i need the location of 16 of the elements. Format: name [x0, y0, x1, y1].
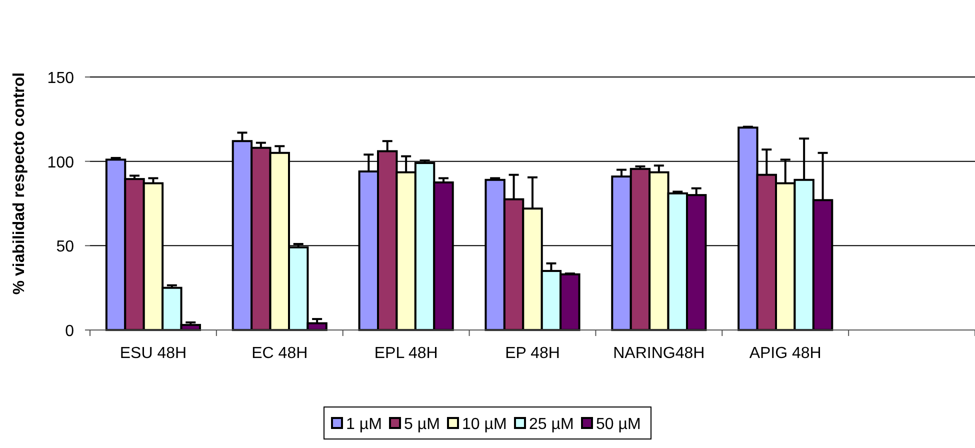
x-tick-label: EP 48H — [505, 345, 560, 362]
legend-label: 5 µM — [404, 416, 440, 433]
y-tick-label: 50 — [56, 238, 74, 256]
x-tick-label: NARING48H — [613, 345, 705, 362]
y-axis-title: % viabilidad respecto control — [11, 72, 28, 295]
y-tick-label: 100 — [47, 154, 74, 172]
legend-label: 50 µM — [596, 416, 641, 433]
y-tick-label: 0 — [65, 323, 74, 340]
legend-label: 25 µM — [529, 416, 574, 433]
legend-label: 10 µM — [462, 416, 507, 433]
x-tick-label: APIG 48H — [749, 345, 822, 362]
x-tick-label: EPL 48H — [374, 345, 438, 362]
x-tick-label: ESU 48H — [120, 345, 187, 362]
legend-label: 1 µM — [346, 416, 382, 433]
x-tick-label: EC 48H — [252, 345, 308, 362]
y-tick-label: 150 — [47, 70, 74, 87]
